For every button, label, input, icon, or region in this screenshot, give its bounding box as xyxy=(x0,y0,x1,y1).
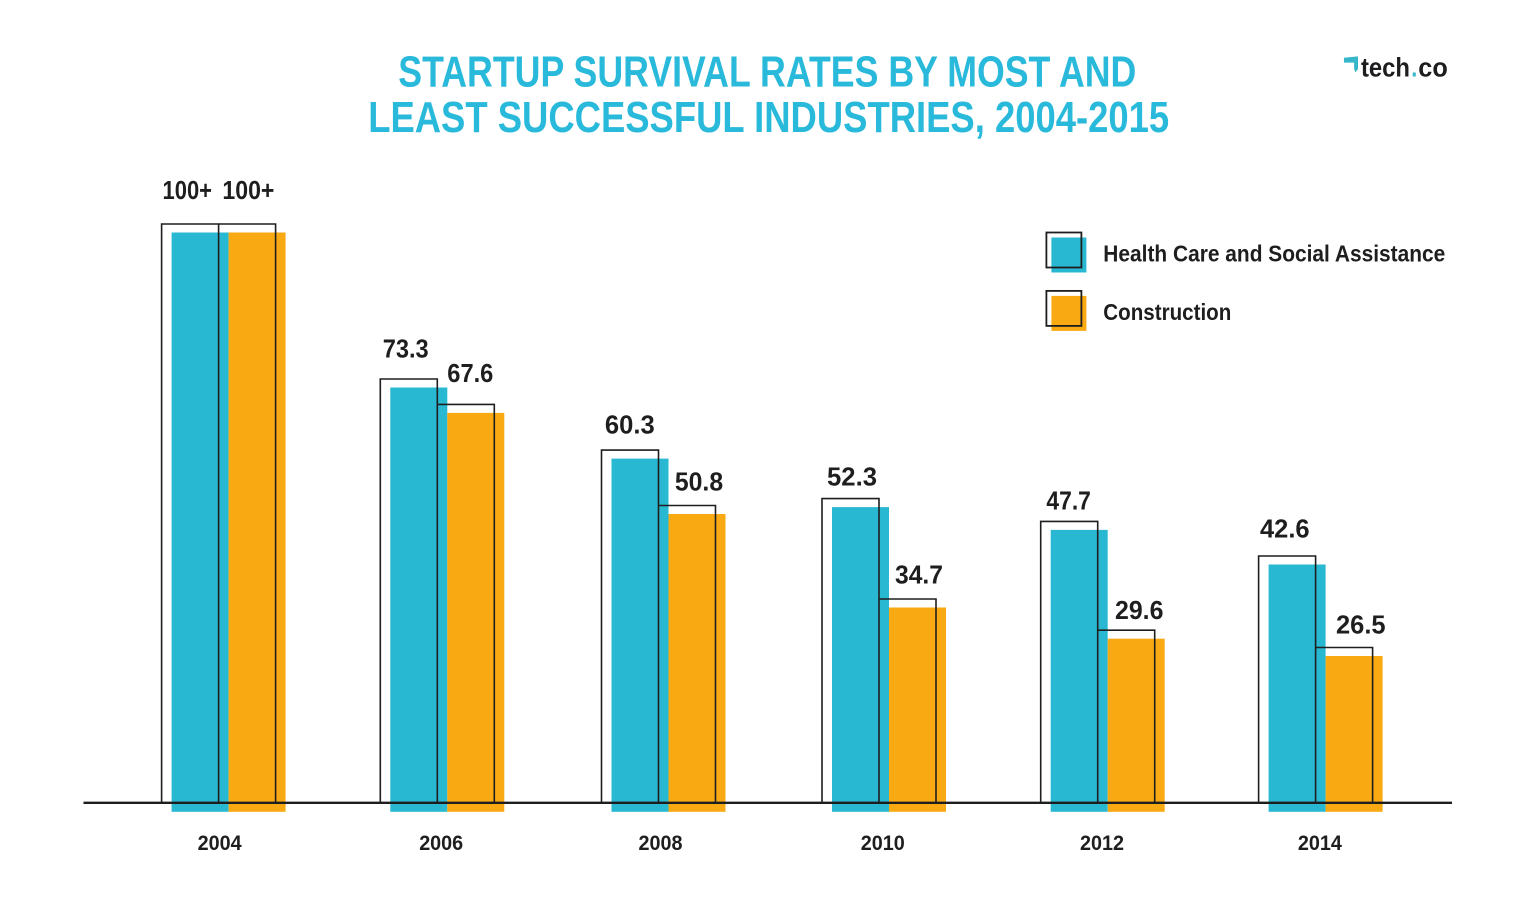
svg-text:Health Care and Social Assista: Health Care and Social Assistance xyxy=(1103,240,1445,266)
svg-text:STARTUP SURVIVAL RATES BY MOST: STARTUP SURVIVAL RATES BY MOST AND xyxy=(398,48,1136,97)
svg-text:2008: 2008 xyxy=(639,831,683,855)
svg-text:67.6: 67.6 xyxy=(447,358,493,388)
svg-text:co: co xyxy=(1418,53,1448,83)
svg-text:.: . xyxy=(1411,53,1417,83)
svg-text:100+: 100+ xyxy=(222,175,274,205)
svg-text:42.6: 42.6 xyxy=(1260,513,1310,543)
svg-text:2006: 2006 xyxy=(419,831,463,855)
svg-text:2004: 2004 xyxy=(198,831,242,855)
svg-text:73.3: 73.3 xyxy=(383,334,429,364)
svg-text:LEAST SUCCESSFUL INDUSTRIES, 2: LEAST SUCCESSFUL INDUSTRIES, 2004-2015 xyxy=(368,93,1169,142)
svg-text:50.8: 50.8 xyxy=(675,467,723,497)
svg-text:26.5: 26.5 xyxy=(1336,609,1386,639)
svg-text:Construction: Construction xyxy=(1103,299,1231,325)
svg-text:60.3: 60.3 xyxy=(605,409,655,439)
svg-text:34.7: 34.7 xyxy=(895,560,943,590)
svg-text:2012: 2012 xyxy=(1080,831,1124,855)
svg-text:29.6: 29.6 xyxy=(1115,595,1163,625)
svg-text:2014: 2014 xyxy=(1298,831,1342,855)
svg-text:tech: tech xyxy=(1361,53,1410,83)
svg-text:100+: 100+ xyxy=(163,175,213,205)
svg-text:52.3: 52.3 xyxy=(827,462,877,492)
svg-text:47.7: 47.7 xyxy=(1046,486,1091,516)
svg-text:2010: 2010 xyxy=(861,831,905,855)
